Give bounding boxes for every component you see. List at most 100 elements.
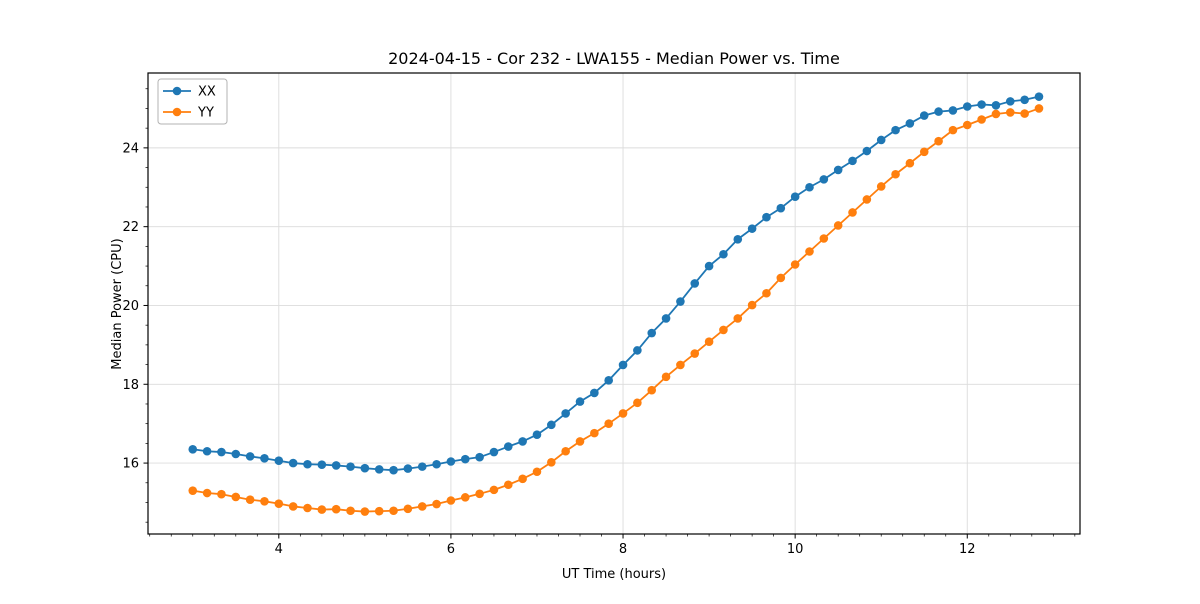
data-point-yy <box>446 496 456 505</box>
data-point-yy <box>776 273 786 283</box>
data-point-yy <box>991 109 1001 119</box>
legend-marker-xx <box>172 86 182 96</box>
data-point-yy <box>661 372 671 382</box>
data-point-xx <box>504 442 513 451</box>
data-point-xx <box>776 203 786 213</box>
data-point-xx <box>690 279 700 288</box>
data-point-yy <box>489 485 499 495</box>
data-point-xx <box>977 100 986 109</box>
data-point-yy <box>432 499 441 509</box>
data-point-xx <box>676 297 685 306</box>
tick-labels: 4 6 8 10 12 16 18 20 22 24 <box>122 141 975 557</box>
data-point-xx <box>762 212 771 222</box>
data-point-xx <box>905 119 915 128</box>
data-point-yy <box>561 446 570 456</box>
data-point-yy <box>1020 109 1029 118</box>
data-point-xx <box>862 146 872 156</box>
data-point-xx <box>475 452 484 462</box>
legend-box <box>157 78 228 125</box>
data-point-xx <box>848 156 857 166</box>
data-point-xx <box>948 106 958 115</box>
data-point-yy <box>374 506 384 516</box>
data-point-xx <box>374 465 384 474</box>
legend-label-xx: XX <box>198 85 216 100</box>
data-point-yy <box>604 419 613 428</box>
data-point-xx <box>446 457 456 466</box>
data-point-yy <box>475 489 484 499</box>
data-point-yy <box>733 314 743 323</box>
y-tick-label: 18 <box>122 378 139 393</box>
data-point-yy <box>417 502 427 511</box>
data-point-yy <box>188 486 198 495</box>
data-point-yy <box>460 493 470 502</box>
data-point-xx <box>805 182 814 192</box>
data-point-xx <box>288 458 298 468</box>
data-point-xx <box>561 409 570 418</box>
data-point-yy <box>690 349 700 358</box>
data-point-xx <box>489 447 499 457</box>
data-point-yy <box>747 300 757 310</box>
data-point-yy <box>633 398 642 408</box>
data-point-yy <box>848 208 857 217</box>
chart-title: 2024-04-15 - Cor 232 - LWA155 - Median P… <box>388 49 840 68</box>
data-point-xx <box>245 452 255 461</box>
data-point-xx <box>202 446 212 456</box>
data-point-xx <box>991 101 1001 110</box>
legend-marker-yy <box>172 107 182 117</box>
data-point-xx <box>331 461 341 470</box>
data-point-yy <box>590 428 599 438</box>
y-tick-label: 20 <box>122 299 139 314</box>
y-tick-label: 16 <box>122 457 139 472</box>
data-point-xx <box>618 360 628 370</box>
data-point-yy <box>288 502 298 511</box>
data-point-yy <box>647 385 657 395</box>
data-point-xx <box>260 454 269 463</box>
data-point-xx <box>188 444 198 454</box>
data-point-yy <box>790 260 800 269</box>
data-point-yy <box>762 288 771 298</box>
data-point-yy <box>719 325 728 335</box>
data-point-xx <box>303 459 312 469</box>
data-point-xx <box>389 465 398 475</box>
data-point-yy <box>676 360 685 370</box>
data-point-xx <box>417 462 427 471</box>
data-point-xx <box>647 328 657 338</box>
data-point-yy <box>962 120 972 130</box>
data-point-yy <box>231 492 241 502</box>
data-point-yy <box>891 169 900 179</box>
legend: XX YY <box>157 78 228 125</box>
plot-frame <box>147 72 1081 535</box>
data-point-xx <box>819 175 829 184</box>
x-tick-label: 10 <box>787 542 804 557</box>
data-point-xx <box>346 462 355 471</box>
data-point-yy <box>360 507 370 516</box>
data-point-yy <box>618 409 628 418</box>
x-tick-label: 12 <box>959 542 976 557</box>
data-point-xx <box>661 314 671 323</box>
data-point-yy <box>245 495 255 505</box>
data-point-xx <box>1020 95 1029 105</box>
data-point-xx <box>891 125 900 135</box>
series-xx <box>188 92 1044 475</box>
data-point-yy <box>317 505 327 514</box>
data-point-xx <box>460 454 470 464</box>
data-point-yy <box>202 488 212 498</box>
data-point-xx <box>532 430 542 440</box>
data-point-yy <box>518 474 527 484</box>
data-point-yy <box>1034 104 1044 113</box>
series-layer <box>188 92 1044 516</box>
data-point-yy <box>547 457 556 467</box>
data-point-yy <box>919 147 929 157</box>
data-point-yy <box>1005 108 1015 117</box>
x-tick-label: 6 <box>447 542 455 557</box>
data-point-xx <box>274 456 284 466</box>
data-point-yy <box>260 497 269 506</box>
data-point-yy <box>389 506 398 516</box>
data-point-xx <box>1034 92 1044 101</box>
series-yy <box>188 104 1044 516</box>
data-point-xx <box>604 376 613 385</box>
x-tick-label: 4 <box>275 542 283 557</box>
data-point-yy <box>934 136 943 146</box>
data-point-xx <box>575 397 585 406</box>
data-point-yy <box>862 195 872 204</box>
